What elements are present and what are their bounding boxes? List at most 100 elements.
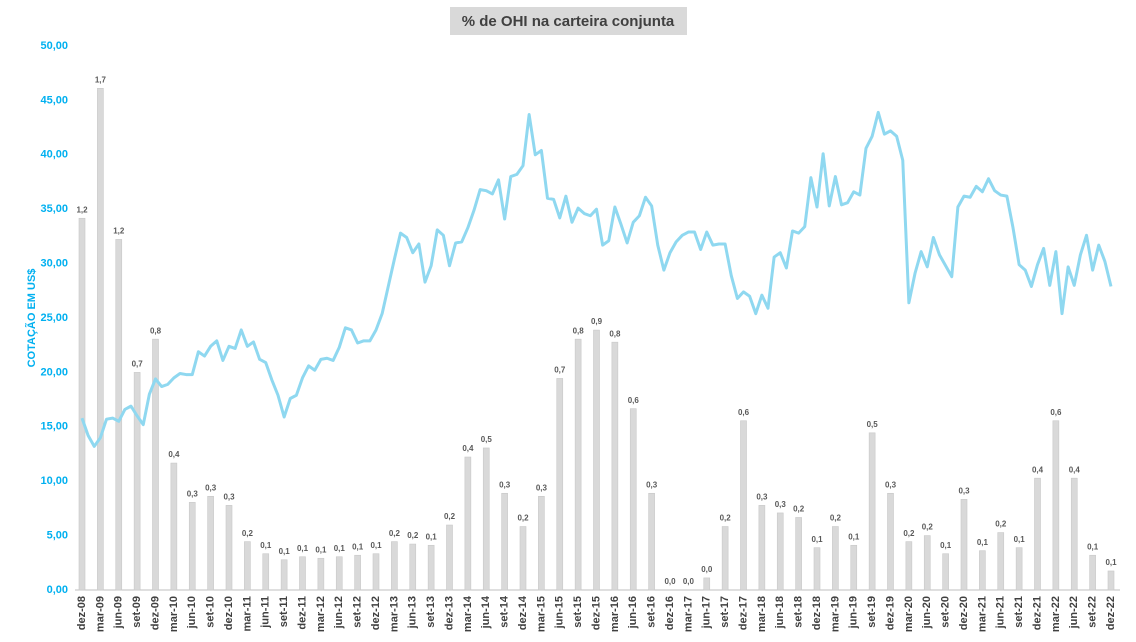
y-tick-label: 5,00 (47, 530, 68, 542)
bar (170, 462, 178, 591)
data-label: 0,2 (407, 531, 419, 540)
x-tick-label: set-18 (793, 596, 805, 628)
data-label: 0,1 (315, 545, 327, 554)
x-tick-label: dez-08 (76, 596, 88, 630)
x-tick-label: dez-17 (737, 596, 749, 630)
x-tick-label: dez-18 (811, 596, 823, 630)
y-tick-label: 20,00 (40, 366, 68, 378)
data-label: 0,2 (720, 514, 732, 523)
x-tick-label: mar-15 (535, 596, 547, 632)
bar (152, 338, 159, 591)
data-label: 0,3 (536, 483, 548, 492)
data-label: 0,4 (168, 450, 180, 459)
data-label: 0,3 (958, 486, 970, 495)
data-label: 0,2 (903, 529, 915, 538)
bar (519, 526, 527, 591)
bar (225, 505, 233, 591)
data-label: 0,6 (628, 396, 640, 405)
data-label: 0,2 (444, 512, 456, 521)
data-label: 0,7 (132, 360, 144, 369)
data-label: 0,5 (867, 420, 879, 429)
bar (317, 557, 325, 591)
x-tick-label: mar-12 (315, 596, 327, 632)
data-label: 0,8 (150, 326, 162, 335)
data-label: 0,1 (811, 535, 823, 544)
x-tick-label: jun-22 (1068, 596, 1080, 629)
bar (501, 492, 508, 591)
x-tick-label: jun-17 (701, 596, 713, 629)
data-label: 0,3 (223, 492, 235, 501)
data-label: 0,8 (609, 329, 621, 338)
data-label: 0,2 (793, 505, 805, 514)
x-tick-label: jun-11 (260, 596, 272, 629)
bar (703, 577, 711, 591)
x-tick-label: dez-10 (223, 596, 235, 630)
y-tick-label: 15,00 (40, 421, 68, 433)
y-tick-label: 0,00 (47, 584, 68, 596)
bar (244, 541, 251, 591)
x-tick-label: set-10 (205, 596, 217, 628)
bar (593, 329, 600, 591)
data-label: 0,2 (830, 514, 842, 523)
data-label: 0,4 (1069, 465, 1081, 474)
data-label: 0,2 (517, 514, 529, 523)
bar (1015, 547, 1023, 591)
bar (427, 544, 435, 591)
bar (832, 526, 839, 591)
data-label: 0,0 (683, 577, 695, 586)
bar (299, 556, 306, 591)
bar (813, 547, 821, 591)
y-tick-label: 25,00 (40, 312, 68, 324)
data-label: 0,7 (554, 366, 566, 375)
y-tick-label: 50,00 (40, 40, 68, 52)
x-tick-label: mar-17 (682, 596, 694, 632)
data-label: 0,1 (848, 532, 860, 541)
bar (391, 541, 398, 591)
x-tick-label: mar-13 (388, 596, 400, 632)
bar (997, 532, 1005, 591)
bar (574, 338, 582, 591)
bar (97, 88, 104, 591)
bar (887, 492, 894, 591)
bar (758, 505, 766, 591)
x-tick-label: mar-11 (241, 596, 253, 631)
x-tick-label: dez-13 (443, 596, 455, 630)
x-tick-label: mar-16 (609, 596, 621, 632)
x-tick-label: mar-09 (94, 596, 106, 632)
bar (556, 378, 564, 591)
x-tick-label: jun-18 (774, 596, 786, 629)
x-tick-label: dez-20 (958, 596, 970, 630)
data-label: 0,1 (940, 541, 952, 550)
x-tick-label: jun-16 (627, 596, 639, 629)
x-tick-label: set-12 (352, 596, 364, 628)
data-label: 0,2 (389, 529, 401, 538)
bar (280, 559, 288, 591)
x-tick-label: jun-13 (407, 596, 419, 629)
x-tick-label: set-21 (1013, 596, 1025, 628)
x-tick-label: mar-14 (462, 595, 474, 632)
data-label: 0,1 (1087, 542, 1099, 551)
x-tick-label: jun-12 (333, 596, 345, 629)
x-tick-label: mar-20 (903, 596, 915, 632)
data-label: 0,1 (334, 544, 346, 553)
x-tick-label: dez-12 (370, 596, 382, 630)
data-label: 0,6 (1050, 408, 1062, 417)
bar (207, 496, 214, 591)
x-tick-label: jun-21 (995, 596, 1007, 629)
x-tick-label: mar-19 (829, 596, 841, 632)
bar (923, 535, 931, 591)
x-tick-label: dez-09 (149, 596, 161, 630)
bar (464, 456, 472, 591)
bar (960, 499, 968, 591)
data-label: 0,1 (1014, 535, 1026, 544)
data-label: 0,1 (426, 532, 438, 541)
x-tick-label: set-15 (572, 596, 584, 628)
data-label: 0,1 (370, 541, 382, 550)
bar (409, 543, 417, 591)
data-label: 0,0 (664, 577, 676, 586)
data-label: 0,2 (242, 529, 254, 538)
x-tick-label: dez-19 (884, 596, 896, 630)
x-tick-label: jun-20 (921, 596, 933, 629)
data-label: 0,2 (922, 523, 934, 532)
x-tick-label: jun-14 (480, 595, 492, 629)
